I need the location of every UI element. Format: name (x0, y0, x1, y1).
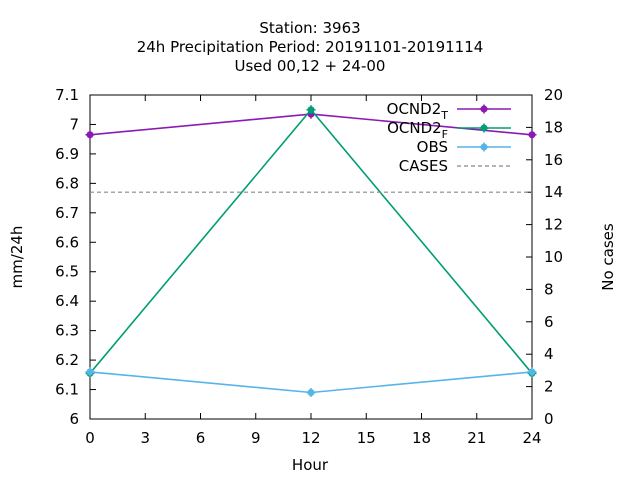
x-tick-label: 0 (85, 429, 95, 447)
title-line-2: 24h Precipitation Period: 20191101-20191… (137, 38, 484, 56)
y-tick-label: 6.4 (55, 292, 79, 310)
y-tick-label: 7.1 (55, 86, 79, 104)
y2-tick-label: 14 (544, 183, 563, 201)
x-tick-label: 18 (412, 429, 431, 447)
y2-tick-label: 10 (544, 248, 563, 266)
y2-tick-label: 6 (544, 313, 554, 331)
series-layer (85, 105, 537, 397)
x-tick-label: 21 (467, 429, 486, 447)
y2-tick-label: 20 (544, 86, 563, 104)
plot-frame (89, 94, 533, 420)
y-tick-label: 6.2 (55, 351, 79, 369)
legend-label-subscript: F (442, 128, 448, 141)
x-axis-label: Hour (292, 456, 329, 474)
y2-tick-labels: 0 2 4 6 8 10 12 14 16 18 20 (544, 86, 563, 428)
y2-tick-label: 4 (544, 345, 554, 363)
y-tick-label: 6.1 (55, 381, 79, 399)
y2-tick-label: 8 (544, 280, 554, 298)
tick-marks (89, 94, 533, 420)
x-tick-label: 12 (301, 429, 320, 447)
chart-title: Station: 3963 24h Precipitation Period: … (137, 19, 484, 75)
legend-label: OCND2F (387, 119, 448, 141)
y2-tick-label: 18 (544, 118, 563, 136)
y2-tick-label: 2 (544, 378, 554, 396)
y-tick-label: 6 (69, 410, 79, 428)
x-tick-label: 15 (357, 429, 376, 447)
legend-label-subscript: T (440, 109, 448, 122)
x-tick-label: 6 (196, 429, 206, 447)
x-tick-label: 24 (522, 429, 541, 447)
x-tick-label: 3 (140, 429, 150, 447)
y-tick-label: 6.3 (55, 322, 79, 340)
title-line-1: Station: 3963 (259, 19, 360, 37)
legend-label: OCND2T (387, 100, 449, 122)
y-tick-label: 6.5 (55, 263, 79, 281)
y2-tick-label: 16 (544, 151, 563, 169)
y-tick-label: 7 (69, 115, 79, 133)
y2-tick-label: 12 (544, 216, 563, 234)
y-tick-labels: 6 6.1 6.2 6.3 6.4 6.5 6.6 6.7 6.8 6.9 7 7.1 (55, 86, 79, 428)
x-tick-label: 9 (251, 429, 261, 447)
legend-label: CASES (399, 157, 448, 175)
legend-label: OBS (417, 138, 448, 156)
y2-tick-label: 0 (544, 410, 554, 428)
title-line-3: Used 00,12 + 24-00 (235, 57, 386, 75)
y-tick-label: 6.9 (55, 145, 79, 163)
y-axis-label: mm/24h (8, 226, 26, 289)
series-line (89, 108, 533, 374)
x-tick-labels: 0 3 6 9 12 15 18 21 24 (85, 429, 541, 447)
y-tick-label: 6.6 (55, 233, 79, 251)
y2-axis-label: No cases (599, 223, 617, 291)
y-tick-label: 6.7 (55, 204, 79, 222)
y-tick-label: 6.8 (55, 174, 79, 192)
